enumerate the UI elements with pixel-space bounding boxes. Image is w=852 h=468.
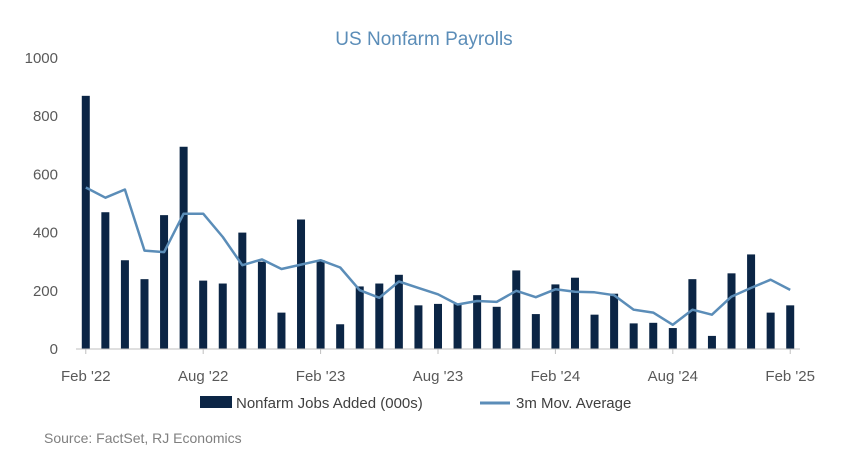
legend-bar-label: Nonfarm Jobs Added (000s) (236, 395, 423, 412)
bar (668, 328, 677, 349)
bar (297, 219, 306, 349)
bar (786, 305, 795, 349)
bar (492, 306, 501, 349)
bar (610, 293, 619, 349)
bar (375, 283, 384, 349)
line-series (85, 186, 791, 327)
bar (218, 283, 227, 349)
bar (120, 260, 129, 349)
y-tick-label: 200 (33, 283, 58, 300)
bar (649, 322, 658, 349)
bar (551, 284, 560, 349)
bar (570, 277, 579, 349)
bar (453, 303, 462, 349)
x-tick-label: Feb '22 (61, 368, 111, 385)
bar (160, 215, 169, 349)
bar (257, 261, 266, 349)
bar (101, 212, 110, 349)
bar (414, 305, 423, 349)
bar (747, 254, 756, 349)
bar (316, 260, 325, 349)
x-tick-label: Feb '25 (765, 368, 815, 385)
bar (394, 274, 403, 349)
y-tick-label: 1000 (25, 50, 58, 67)
x-tick-label: Feb '23 (296, 368, 346, 385)
bar (355, 286, 364, 349)
bar (434, 303, 442, 349)
bar (277, 312, 286, 349)
legend-line-label: 3m Mov. Average (516, 395, 631, 412)
bar (238, 232, 247, 349)
bar (766, 312, 775, 349)
bar (140, 279, 149, 349)
bar-series (81, 95, 795, 349)
bar (179, 146, 188, 349)
bar (531, 314, 540, 349)
y-axis: 0 200 400 600 800 1000 (25, 50, 58, 358)
x-axis-ticks: Feb '22 Aug '22 Feb '23 Aug '23 Feb '24 Aug '… (61, 349, 815, 385)
bar (590, 314, 599, 349)
bar (629, 323, 638, 349)
moving-average-line (85, 186, 791, 327)
bar (81, 95, 90, 349)
bar (336, 324, 345, 349)
bar (199, 280, 208, 349)
legend: Nonfarm Jobs Added (000s) 3m Mov. Averag… (200, 395, 631, 412)
bar (727, 273, 736, 349)
x-tick-label: Aug '24 (648, 368, 698, 385)
y-tick-label: 800 (33, 108, 58, 125)
x-tick-label: Feb '24 (531, 368, 581, 385)
bar (512, 270, 521, 349)
y-tick-label: 0 (50, 341, 58, 358)
bar (707, 335, 716, 349)
chart-title: US Nonfarm Payrolls (335, 29, 512, 50)
bar (688, 279, 697, 349)
x-tick-label: Aug '22 (178, 368, 228, 385)
x-tick-label: Aug '23 (413, 368, 463, 385)
y-tick-label: 600 (33, 166, 58, 183)
bar (473, 295, 482, 349)
source-note: Source: FactSet, RJ Economics (44, 430, 242, 446)
legend-bar-swatch (200, 396, 232, 408)
y-tick-label: 400 (33, 225, 58, 242)
